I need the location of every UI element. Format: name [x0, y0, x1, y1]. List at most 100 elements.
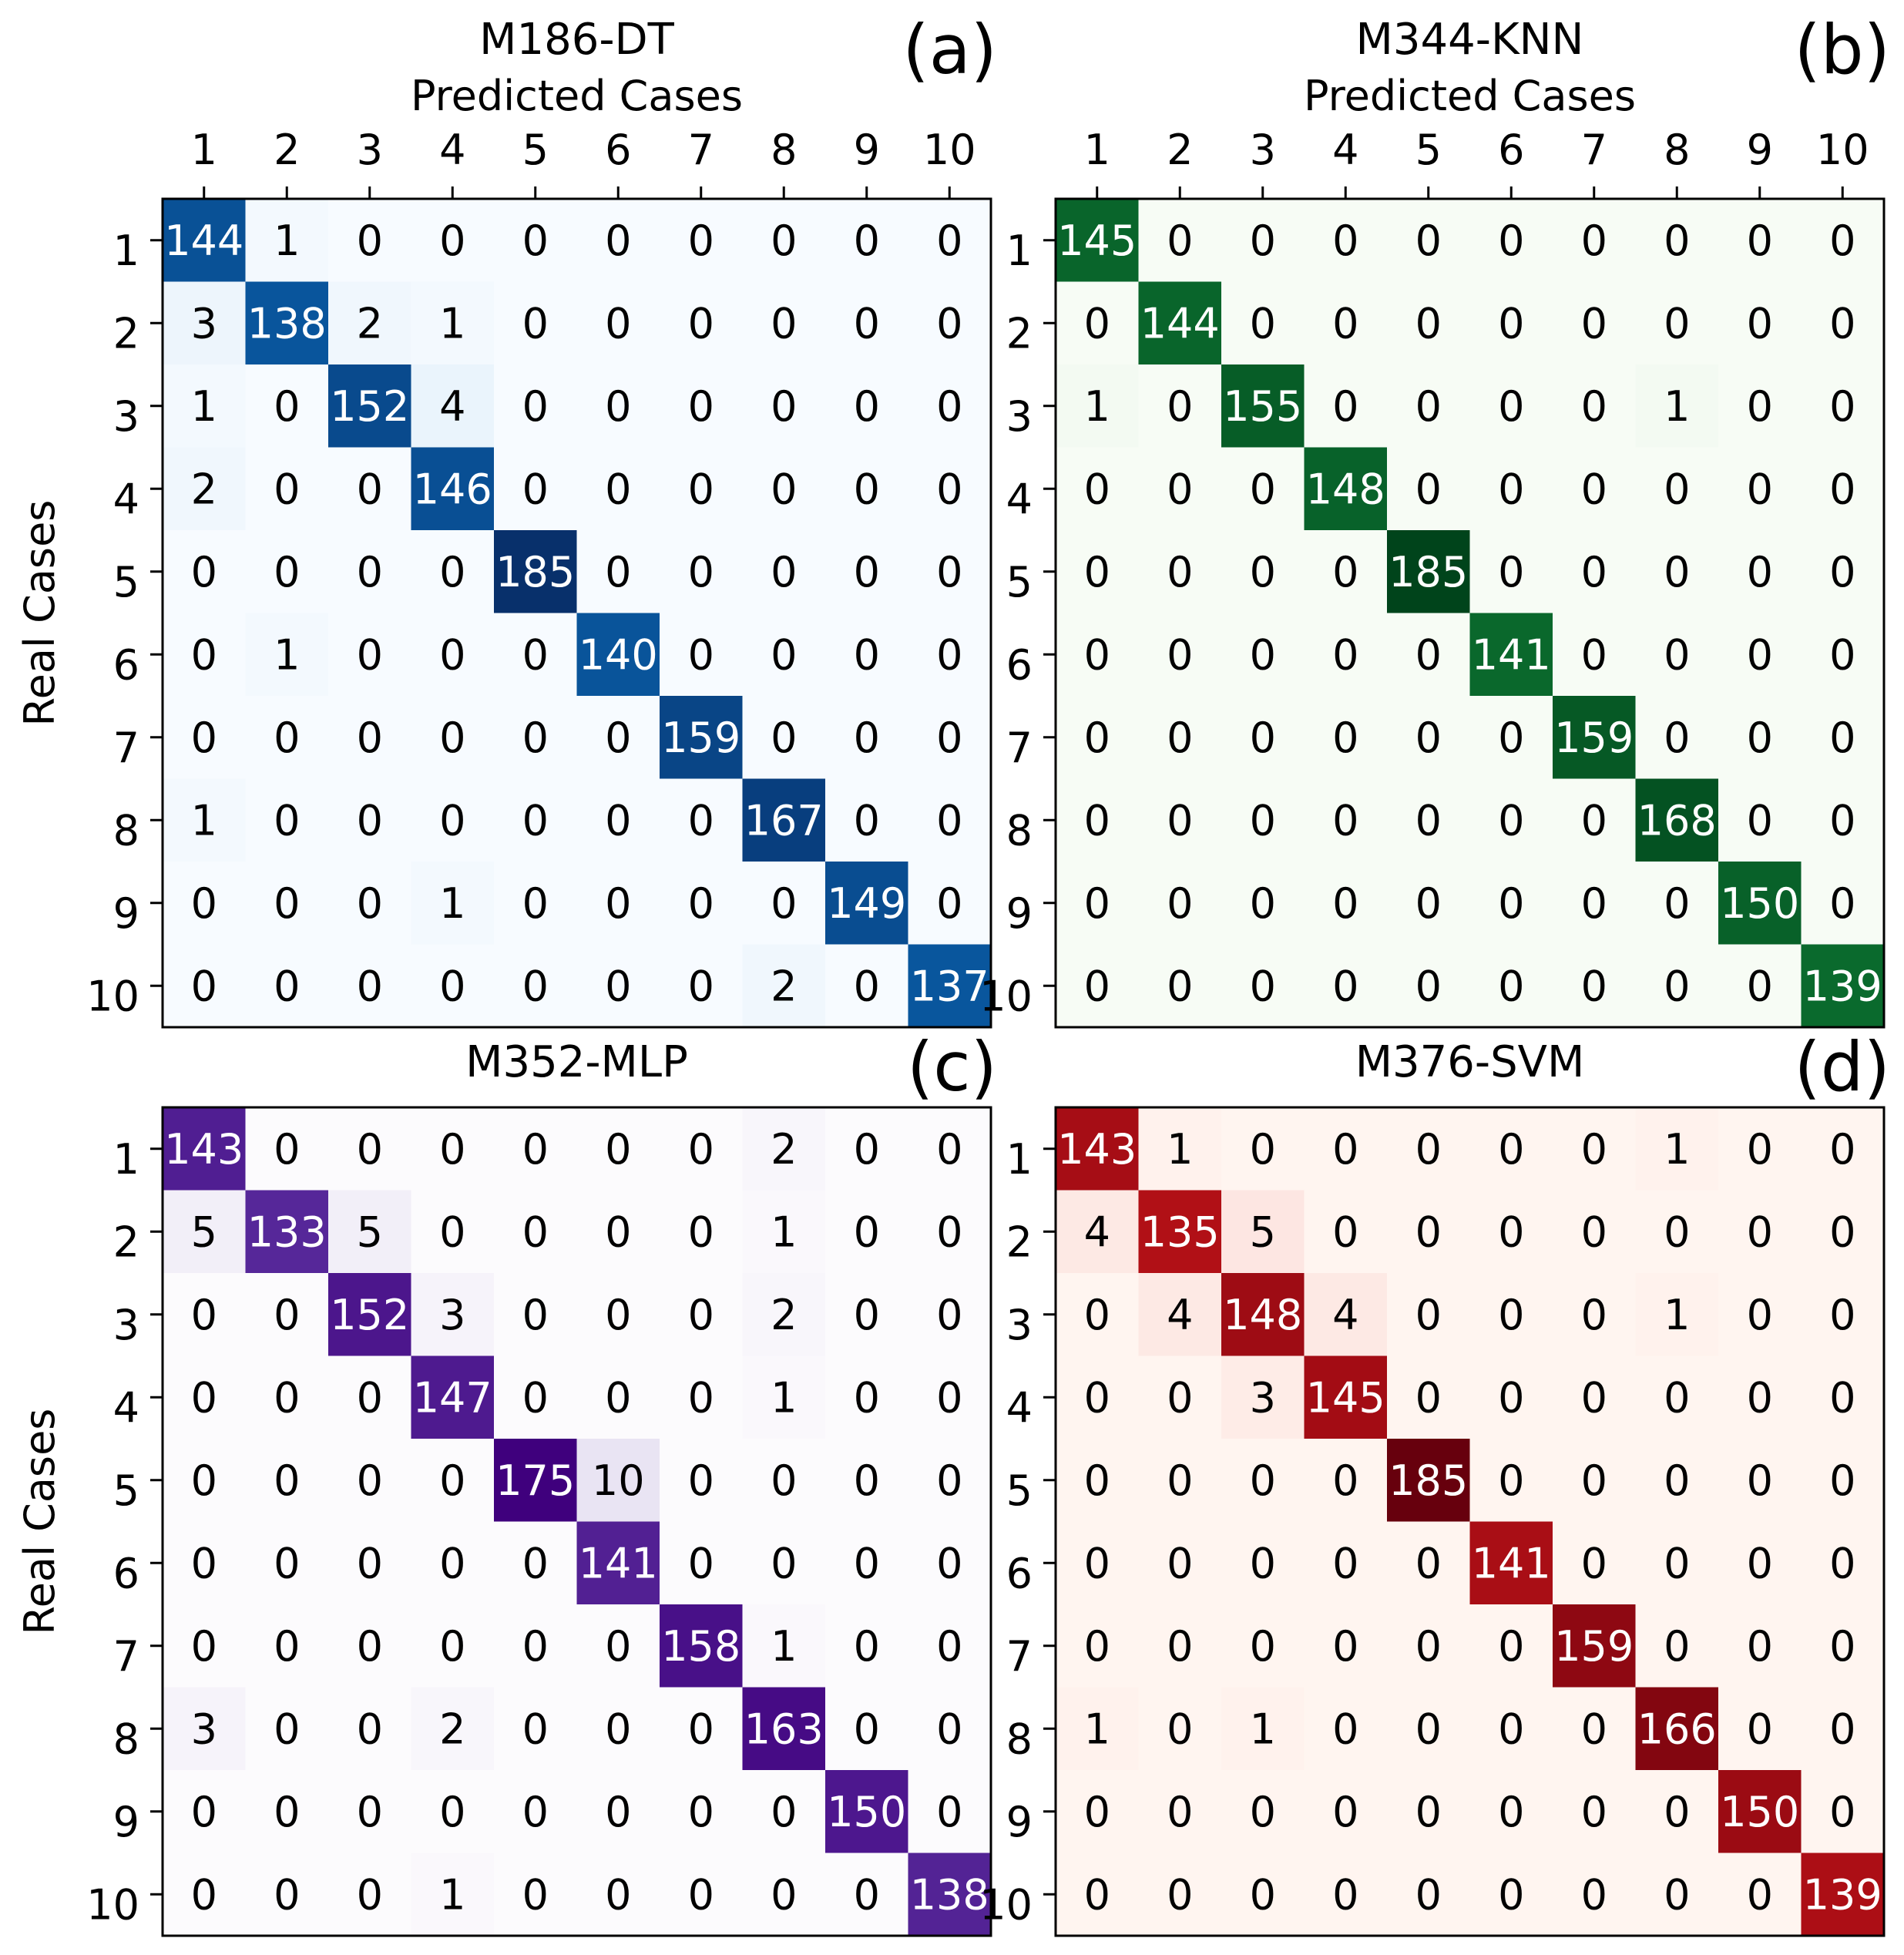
cell-value: 135	[1140, 1208, 1220, 1256]
cell-value: 0	[1829, 217, 1855, 265]
cell-value: 0	[1747, 962, 1773, 1010]
heatmap-cell	[1718, 944, 1802, 1028]
heatmap-cell	[660, 1853, 744, 1937]
heatmap-cell	[1635, 447, 1719, 531]
cell-value: 0	[1664, 465, 1690, 513]
y-tick-label: 1	[1006, 1135, 1033, 1184]
y-tick-label: 4	[1006, 475, 1033, 523]
cell-value: 0	[1581, 962, 1607, 1010]
heatmap-cell	[1221, 364, 1305, 448]
cell-value: 185	[1389, 548, 1468, 596]
cell-value: 0	[936, 1208, 962, 1256]
cell-value: 144	[164, 217, 243, 265]
cell-value: 0	[439, 1456, 465, 1505]
cell-value: 0	[854, 1705, 880, 1753]
cell-value: 0	[1829, 1456, 1855, 1505]
heatmap-cell	[576, 696, 660, 780]
panel-title: M344-KNN	[1356, 15, 1584, 65]
cell-value: 0	[1664, 299, 1690, 348]
cell-value: 1	[274, 217, 300, 265]
heatmap-cell	[908, 1190, 992, 1274]
cell-value: 0	[1747, 217, 1773, 265]
heatmap-cell	[1635, 778, 1719, 862]
cell-value: 137	[910, 962, 989, 1010]
heatmap-cell	[1635, 696, 1719, 780]
heatmap-cell	[1304, 199, 1388, 283]
heatmap-cell	[1221, 944, 1305, 1028]
heatmap-cell	[1801, 696, 1885, 780]
cell-value: 1	[1167, 1125, 1193, 1174]
x-tick-label: 9	[1747, 126, 1773, 174]
heatmap-cell	[1387, 199, 1471, 283]
cell-value: 0	[1664, 1456, 1690, 1505]
cell-value: 138	[910, 1870, 989, 1919]
heatmap-cell	[660, 1190, 744, 1274]
cell-value: 0	[1250, 465, 1276, 513]
y-tick-label: 4	[113, 475, 139, 523]
cell-value: 0	[1167, 465, 1193, 513]
heatmap-cell	[1718, 1439, 1802, 1523]
cell-value: 0	[274, 1456, 300, 1505]
cell-value: 0	[522, 796, 549, 845]
heatmap-cell	[494, 1604, 578, 1688]
cell-value: 0	[854, 1373, 880, 1422]
cell-value: 0	[522, 217, 549, 265]
heatmap-cell	[908, 1687, 992, 1771]
cell-value: 0	[688, 465, 714, 513]
cell-value: 0	[1167, 1870, 1193, 1919]
cell-value: 0	[274, 1291, 300, 1339]
cell-value: 0	[1664, 217, 1690, 265]
heatmap-cell	[245, 1439, 329, 1523]
heatmap-cell	[1553, 1355, 1637, 1439]
y-tick-label: 2	[113, 1218, 139, 1266]
heatmap-cell	[1304, 281, 1388, 365]
cell-value: 145	[1057, 217, 1137, 265]
heatmap-cell	[1304, 1770, 1388, 1854]
cell-value: 0	[688, 1456, 714, 1505]
heatmap-cell	[494, 1273, 578, 1357]
cell-value: 0	[522, 1125, 549, 1174]
heatmap-cell	[825, 778, 909, 862]
cell-value: 10	[592, 1456, 645, 1505]
heatmap-cell	[328, 862, 412, 946]
cell-value: 175	[495, 1456, 575, 1505]
heatmap-cell	[1469, 1439, 1553, 1523]
cell-value: 0	[936, 1622, 962, 1671]
heatmap-cell	[1304, 1687, 1388, 1771]
cell-value: 163	[744, 1705, 824, 1753]
heatmap-cell	[494, 364, 578, 448]
cell-value: 0	[357, 217, 383, 265]
x-tick-label: 4	[439, 126, 465, 174]
cell-value: 0	[522, 1539, 549, 1587]
heatmap-cell	[411, 1521, 495, 1605]
cell-value: 1	[1084, 1705, 1110, 1753]
heatmap-cell	[1718, 530, 1802, 614]
heatmap-cell	[494, 862, 578, 946]
cell-value: 0	[357, 962, 383, 1010]
heatmap-cell	[163, 1439, 247, 1523]
cell-value: 0	[936, 465, 962, 513]
heatmap-cell	[660, 1687, 744, 1771]
cell-value: 0	[439, 1788, 465, 1836]
cell-value: 0	[522, 1208, 549, 1256]
heatmap-cell	[245, 447, 329, 531]
heatmap-cell	[576, 447, 660, 531]
heatmap-cell	[576, 944, 660, 1028]
cell-value: 139	[1803, 1870, 1882, 1919]
heatmap-cell	[908, 778, 992, 862]
cell-value: 0	[854, 796, 880, 845]
cell-value: 0	[1829, 299, 1855, 348]
heatmap-cell	[494, 778, 578, 862]
cell-value: 0	[1664, 548, 1690, 596]
cell-value: 0	[1581, 548, 1607, 596]
heatmap-cell	[494, 530, 578, 614]
heatmap-cell	[1304, 1853, 1388, 1937]
cell-value: 0	[688, 962, 714, 1010]
heatmap-cell	[908, 364, 992, 448]
cell-value: 5	[191, 1208, 217, 1256]
heatmap-cell	[1801, 778, 1885, 862]
heatmap-cell	[1635, 1770, 1719, 1854]
heatmap-cell	[1553, 778, 1637, 862]
heatmap-cell	[1304, 1521, 1388, 1605]
heatmap-cell	[825, 1687, 909, 1771]
